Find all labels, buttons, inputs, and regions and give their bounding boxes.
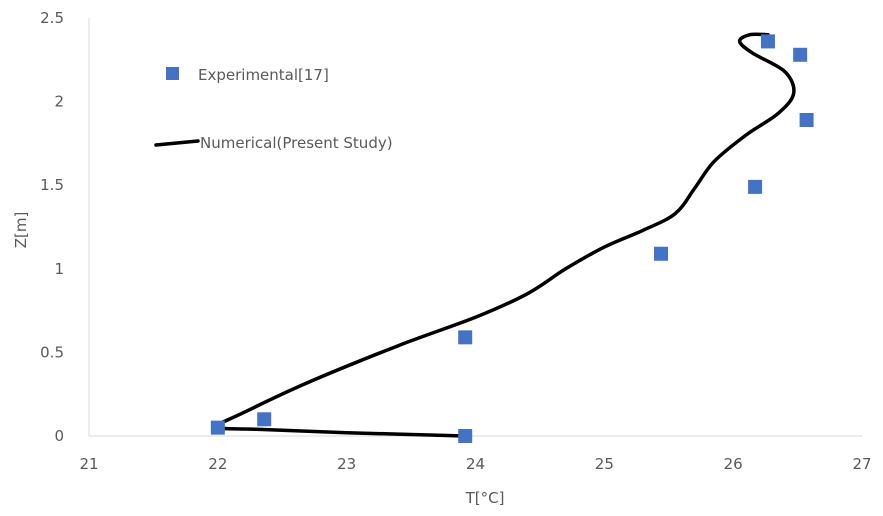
x-tick-label: 25	[595, 455, 614, 473]
x-tick-label: 21	[79, 455, 98, 473]
x-tick-label: 24	[466, 455, 485, 473]
experimental-point	[210, 420, 225, 435]
experimental-point	[799, 112, 814, 127]
y-tick-label: 2.5	[40, 9, 64, 27]
experimental-point	[760, 34, 775, 49]
y-tick-label: 0	[54, 427, 64, 445]
experimental-point	[748, 179, 763, 194]
legend-line-numerical	[154, 139, 200, 147]
experimental-point	[654, 246, 669, 261]
marker-series	[210, 34, 814, 443]
x-tick-label: 22	[208, 455, 227, 473]
y-tick-label: 1.5	[40, 176, 64, 194]
y-axis-title: Z[m]	[12, 212, 30, 249]
numerical-line	[215, 32, 796, 438]
x-axis-title: T[°C]	[465, 489, 505, 507]
x-tick-label: 27	[852, 455, 871, 473]
experimental-point	[458, 429, 473, 443]
experimental-point	[793, 47, 808, 62]
experimental-point	[257, 412, 272, 427]
y-tick-label: 0.5	[40, 343, 64, 361]
legend-label-experimental: Experimental[17]	[198, 66, 329, 84]
legend-marker-experimental	[166, 67, 179, 80]
axes	[88, 18, 862, 437]
line-series	[215, 32, 796, 438]
x-tick-label: 26	[724, 455, 743, 473]
experimental-point	[458, 330, 473, 345]
tick-labels: 21 22 23 24 25 26 27 0 0.5 1 1.5 2 2.5	[40, 9, 871, 473]
legend-label-numerical: Numerical(Present Study)	[200, 134, 393, 152]
legend: Experimental[17] Numerical(Present Study…	[154, 66, 393, 152]
y-tick-label: 1	[54, 260, 64, 278]
x-tick-label: 23	[337, 455, 356, 473]
y-tick-label: 2	[54, 93, 64, 111]
